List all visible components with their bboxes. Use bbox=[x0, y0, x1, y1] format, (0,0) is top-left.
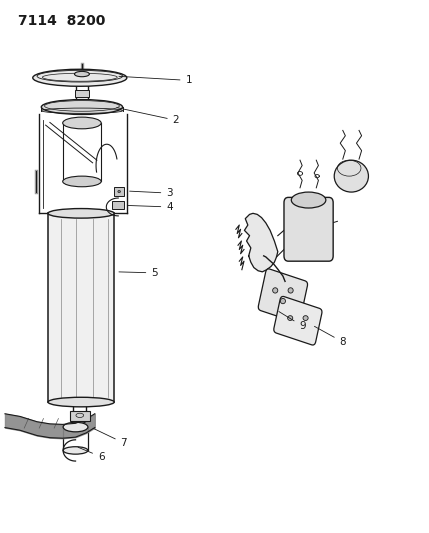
Ellipse shape bbox=[291, 192, 326, 208]
Ellipse shape bbox=[288, 288, 293, 293]
Ellipse shape bbox=[73, 418, 86, 423]
Ellipse shape bbox=[273, 288, 278, 293]
Text: 8: 8 bbox=[314, 326, 346, 347]
Ellipse shape bbox=[33, 69, 127, 86]
Ellipse shape bbox=[75, 71, 89, 77]
Text: 1: 1 bbox=[119, 76, 192, 85]
Text: 7114  8200: 7114 8200 bbox=[18, 14, 105, 28]
Bar bbox=[114, 187, 124, 196]
Bar bbox=[75, 90, 89, 98]
Ellipse shape bbox=[63, 422, 88, 432]
Polygon shape bbox=[245, 213, 278, 272]
Ellipse shape bbox=[48, 208, 114, 218]
Ellipse shape bbox=[41, 100, 123, 115]
Bar bbox=[48, 213, 114, 402]
FancyBboxPatch shape bbox=[258, 269, 308, 322]
Ellipse shape bbox=[63, 176, 101, 187]
Ellipse shape bbox=[48, 397, 114, 407]
Text: 7: 7 bbox=[93, 428, 127, 448]
FancyBboxPatch shape bbox=[274, 296, 322, 345]
Ellipse shape bbox=[63, 117, 101, 129]
Text: 4: 4 bbox=[127, 202, 173, 212]
Text: 2: 2 bbox=[117, 108, 179, 125]
Bar bbox=[70, 411, 90, 421]
Ellipse shape bbox=[63, 447, 88, 454]
Bar bbox=[112, 200, 124, 209]
Ellipse shape bbox=[287, 316, 293, 320]
Text: 6: 6 bbox=[78, 447, 105, 462]
Ellipse shape bbox=[118, 190, 121, 192]
Text: 3: 3 bbox=[130, 188, 173, 198]
Text: 9: 9 bbox=[279, 312, 306, 331]
Ellipse shape bbox=[303, 316, 308, 320]
Text: 5: 5 bbox=[119, 268, 158, 278]
Ellipse shape bbox=[334, 160, 369, 192]
Ellipse shape bbox=[281, 298, 285, 304]
FancyBboxPatch shape bbox=[284, 197, 333, 261]
